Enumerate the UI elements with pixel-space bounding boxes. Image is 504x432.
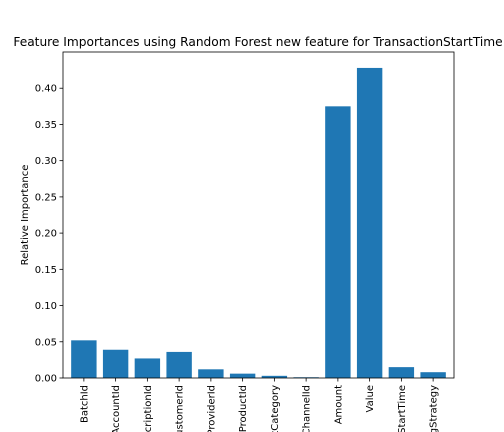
x-tick-label: ProductId [238,385,249,432]
x-tick-label: Value [365,385,376,412]
bar-Amount [325,106,351,378]
x-tick-label: PricingStrategy [429,385,440,432]
bar-BatchId [71,340,97,378]
x-tick-label: ProviderId [206,385,217,432]
y-tick-label: 0.20 [35,229,57,240]
y-tick-label: 0.40 [35,84,57,95]
bar-SubscriptionId [134,358,161,378]
x-tick-label: SubscriptionId [143,385,154,432]
x-tick-label: TransactionStartTime [397,385,408,432]
y-tick-label: 0.35 [35,120,57,131]
y-tick-label: 0.00 [35,374,57,385]
y-tick-label: 0.15 [35,265,57,276]
bar-TransactionStartTime [388,367,415,378]
x-tick-label: CustomerId [175,385,186,432]
y-axis-label: Relative Importance [20,165,31,266]
x-tick-label: BatchId [79,385,90,423]
y-axis: 0.00 0.05 0.10 0.15 0.20 0.25 0.30 0.35 0.40 [35,84,63,385]
bars-layer [71,67,446,378]
bar-ProductCategory [261,375,288,378]
y-tick-label: 0.25 [35,192,57,203]
bar-ProductId [229,373,256,378]
bar-PricingStrategy [420,372,446,378]
y-tick-label: 0.10 [35,301,57,312]
y-tick-label: 0.05 [35,337,57,348]
bar-Value [356,67,383,378]
x-tick-label: ProductCategory [270,385,281,432]
y-tick-label: 0.30 [35,156,57,167]
x-tick-label: Amount [333,385,344,424]
bar-AccountId [102,349,129,378]
plot-frame [62,51,455,379]
x-tick-label: ChannelId [302,385,313,432]
x-tick-label: AccountId [111,385,122,432]
bar-ProviderId [198,369,224,378]
x-axis: BatchId AccountId SubscriptionId CustomerId… [79,378,440,432]
chart-title: Feature Importances using Random Forest … [13,35,502,49]
bar-CustomerId [166,351,192,378]
